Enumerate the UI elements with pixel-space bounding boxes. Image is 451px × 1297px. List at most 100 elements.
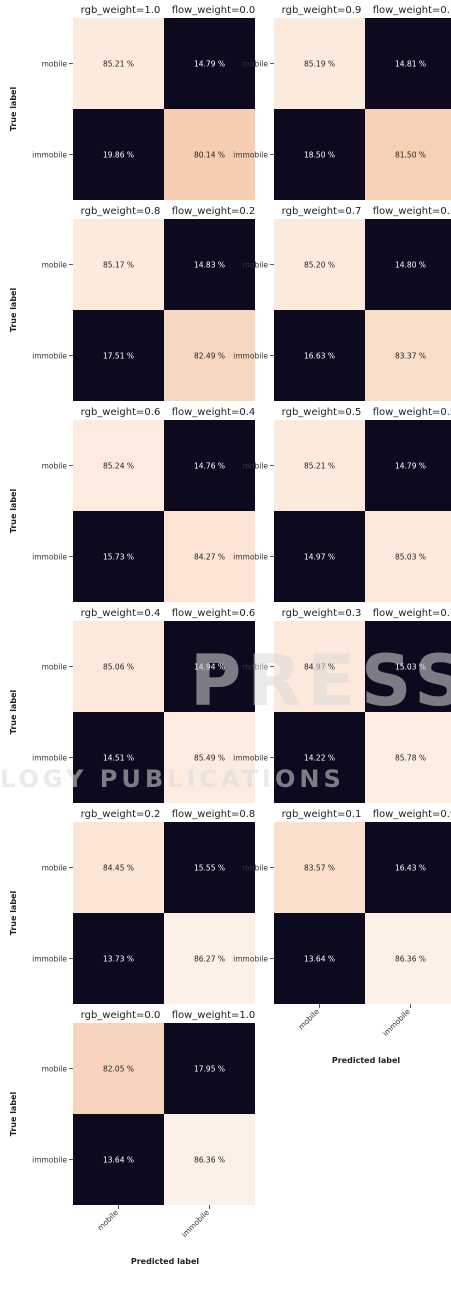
cell-value-label: 84.45 % [103, 864, 134, 873]
row-tick-label: immobile [233, 151, 268, 160]
matrix-cell [164, 621, 255, 712]
cell-value-label: 85.20 % [304, 261, 335, 270]
col-tick-label: immobile [381, 1007, 412, 1038]
cell-value-label: 15.03 % [395, 663, 426, 672]
panel-title-left: rgb_weight=0.6 [81, 407, 161, 418]
matrix-cell [365, 822, 451, 913]
matrix-cell [365, 219, 451, 310]
cell-value-label: 13.64 % [304, 955, 335, 964]
matrix-cell [274, 511, 365, 602]
cell-value-label: 81.50 % [395, 151, 426, 160]
confusion-matrix-3: rgb_weight=0.7 flow_weight=0.3 85.20 % 14.8… [233, 206, 451, 401]
cell-value-label: 14.76 % [194, 462, 225, 471]
confusion-matrix-6: rgb_weight=0.4 flow_weight=0.6 85.06 % 14.9… [9, 608, 255, 803]
matrix-cell [164, 712, 255, 803]
matrix-cell [73, 1114, 164, 1205]
cell-value-label: 86.27 % [194, 955, 225, 964]
row-tick-label: immobile [233, 553, 268, 562]
row-tick-label: mobile [243, 462, 269, 471]
matrix-cell [73, 310, 164, 401]
cell-value-label: 18.50 % [304, 151, 335, 160]
matrix-cell [164, 913, 255, 1004]
panel-title-left: rgb_weight=0.1 [282, 809, 362, 820]
matrix-cell [274, 109, 365, 200]
matrix-cell [73, 913, 164, 1004]
matrix-cell [164, 1114, 255, 1205]
row-tick-label: mobile [42, 864, 68, 873]
matrix-cell [274, 219, 365, 310]
confusion-matrix-5: rgb_weight=0.5 flow_weight=0.5 85.21 % 14.7… [233, 407, 451, 602]
confusion-matrix-8: rgb_weight=0.2 flow_weight=0.8 84.45 % 15.5… [9, 809, 255, 1004]
row-tick-label: immobile [233, 352, 268, 361]
y-axis-label: True label [9, 87, 18, 132]
cell-value-label: 85.06 % [103, 663, 134, 672]
x-axis-label: Predicted label [332, 1056, 401, 1065]
matrix-cell [73, 712, 164, 803]
cell-value-label: 13.64 % [103, 1156, 134, 1165]
panel-title-right: flow_weight=0.0 [172, 5, 256, 16]
cell-value-label: 14.79 % [395, 462, 426, 471]
panel-title-right: flow_weight=0.2 [172, 206, 256, 217]
matrix-cell [274, 822, 365, 913]
panel-title-right: flow_weight=0.3 [373, 206, 451, 217]
cell-value-label: 16.43 % [395, 864, 426, 873]
cell-value-label: 14.81 % [395, 60, 426, 69]
matrix-cell [274, 310, 365, 401]
cell-value-label: 84.27 % [194, 553, 225, 562]
matrix-cell [365, 621, 451, 712]
row-tick-label: immobile [32, 151, 67, 160]
row-tick-label: mobile [42, 60, 68, 69]
cell-value-label: 13.73 % [103, 955, 134, 964]
matrix-cell [365, 913, 451, 1004]
confusion-matrix-0: rgb_weight=1.0 flow_weight=0.0 85.21 % 14.7… [9, 5, 255, 200]
panel-title-right: flow_weight=0.4 [172, 407, 256, 418]
col-tick-label: mobile [96, 1208, 121, 1233]
matrix-cell [274, 913, 365, 1004]
cell-value-label: 14.51 % [103, 754, 134, 763]
y-axis-label: True label [9, 288, 18, 333]
row-tick-label: immobile [32, 553, 67, 562]
cell-value-label: 14.94 % [194, 663, 225, 672]
cell-value-label: 14.79 % [194, 60, 225, 69]
panel-title-left: rgb_weight=0.0 [81, 1010, 161, 1021]
panel-title-left: rgb_weight=0.9 [282, 5, 362, 16]
row-tick-label: immobile [32, 352, 67, 361]
panel-title-right: flow_weight=0.9 [373, 809, 451, 820]
confusion-matrix-10: rgb_weight=0.0 flow_weight=1.0 82.05 % 17.9… [9, 1010, 255, 1266]
matrix-cell [365, 310, 451, 401]
matrix-cell [73, 18, 164, 109]
matrix-cell [164, 822, 255, 913]
confusion-matrix-2: rgb_weight=0.8 flow_weight=0.2 85.17 % 14.8… [9, 206, 255, 401]
cell-value-label: 85.78 % [395, 754, 426, 763]
panel-title-left: rgb_weight=0.3 [282, 608, 362, 619]
row-tick-label: mobile [42, 1065, 68, 1074]
cell-value-label: 85.49 % [194, 754, 225, 763]
row-tick-label: immobile [32, 754, 67, 763]
panel-title-left: rgb_weight=0.4 [81, 608, 161, 619]
matrix-cell [73, 621, 164, 712]
matrix-cell [73, 420, 164, 511]
matrix-cell [365, 712, 451, 803]
cell-value-label: 85.21 % [103, 60, 134, 69]
panel-title-left: rgb_weight=0.5 [282, 407, 362, 418]
matrix-cell [365, 18, 451, 109]
panel-title-right: flow_weight=0.6 [172, 608, 256, 619]
matrix-cell [164, 420, 255, 511]
cell-value-label: 14.80 % [395, 261, 426, 270]
matrix-cell [73, 219, 164, 310]
panel-title-left: rgb_weight=0.7 [282, 206, 362, 217]
panel-title-right: flow_weight=0.7 [373, 608, 451, 619]
panel-title-right: flow_weight=0.1 [373, 5, 451, 16]
cell-value-label: 86.36 % [194, 1156, 225, 1165]
confusion-matrix-9: rgb_weight=0.1 flow_weight=0.9 83.57 % 16.4… [233, 809, 451, 1065]
matrix-cell [164, 219, 255, 310]
matrix-cell [73, 1023, 164, 1114]
row-tick-label: immobile [233, 955, 268, 964]
row-tick-label: mobile [243, 60, 269, 69]
matrix-cell [274, 420, 365, 511]
cell-value-label: 17.51 % [103, 352, 134, 361]
matrix-cell [274, 18, 365, 109]
row-tick-label: mobile [42, 462, 68, 471]
matrix-cell [73, 109, 164, 200]
